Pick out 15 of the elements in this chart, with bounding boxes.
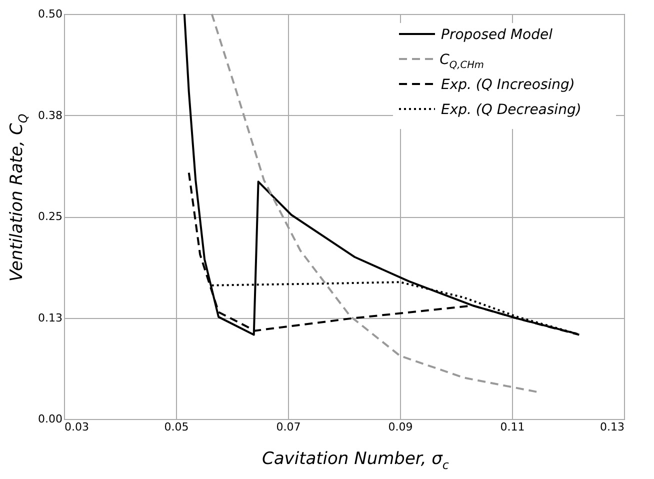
y-tick-label: 0.38 (38, 108, 62, 122)
legend-label: Exp. (Q Decreasing) (441, 102, 582, 118)
x-tick-label: 0.03 (64, 420, 89, 434)
x-tick-label: 0.13 (600, 420, 624, 434)
x-tick-label: 0.05 (164, 420, 189, 434)
y-axis-title: Ventilation Rate, CQ (7, 114, 30, 282)
y-tick-label: 0.50 (38, 8, 62, 20)
legend-label: Proposed Model (441, 27, 553, 43)
x-tick-label: 0.07 (276, 420, 301, 434)
y-tick-label: 0.00 (38, 412, 62, 426)
x-tick-label: 0.11 (500, 420, 525, 434)
x-tick-label: 0.09 (388, 420, 413, 434)
y-tick-label: 0.13 (38, 311, 62, 324)
y-tick-label: 0.25 (38, 210, 62, 223)
legend-label: Exp. (Q Increosing) (441, 77, 575, 93)
